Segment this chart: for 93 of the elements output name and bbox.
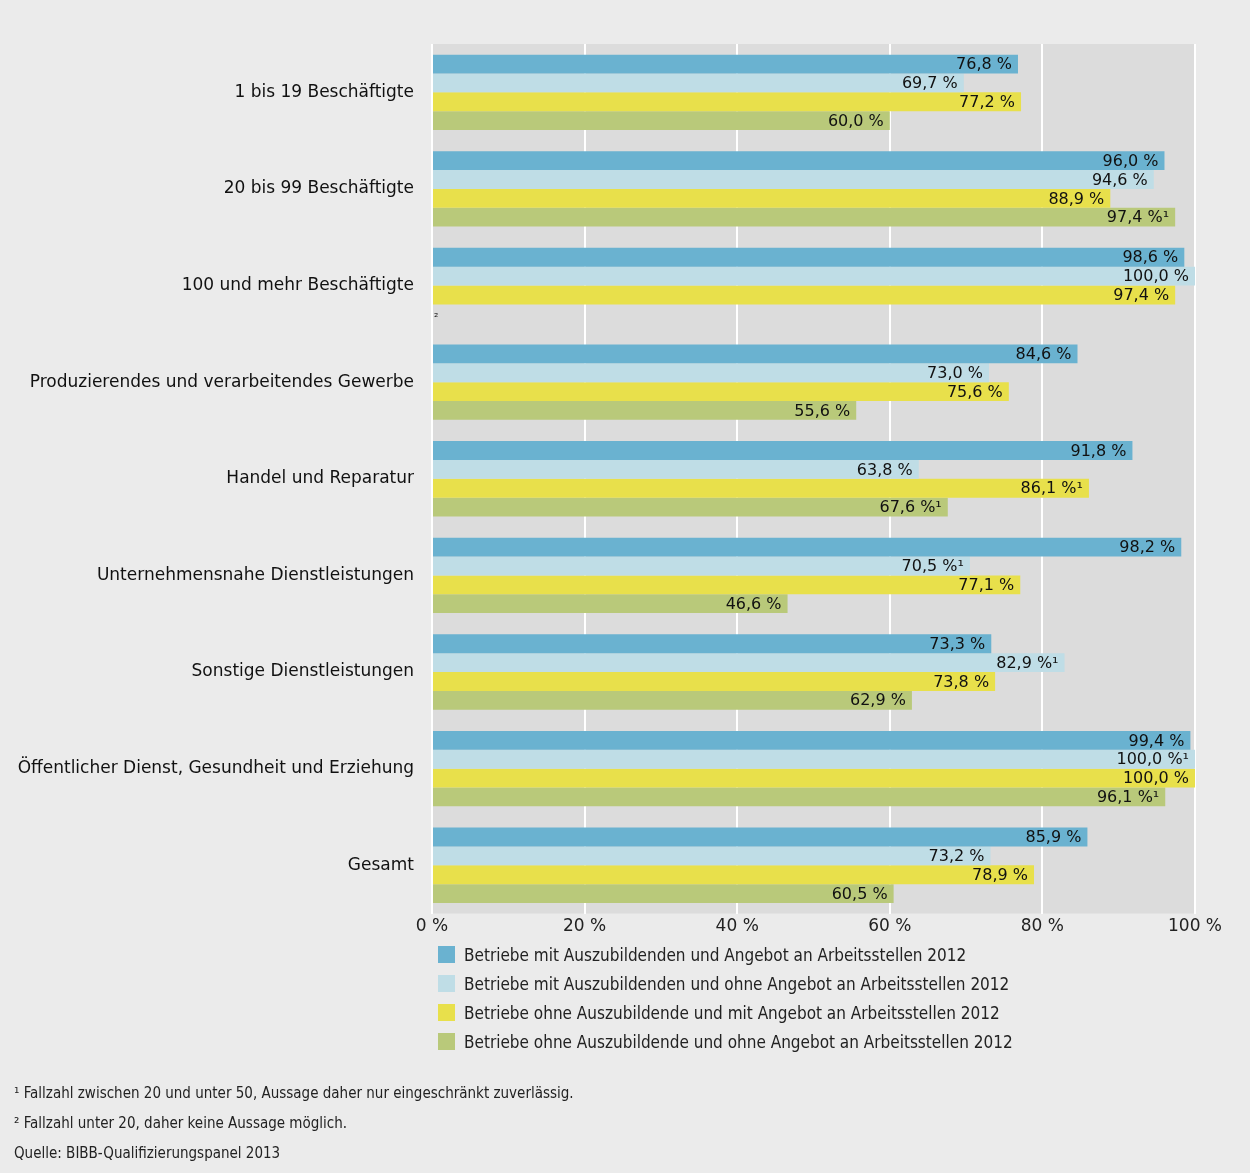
data-label: 73,8 % bbox=[933, 671, 990, 691]
bar bbox=[433, 594, 788, 614]
x-tick-label: 0 % bbox=[415, 915, 449, 936]
y-tick-label: Unternehmensnahe Dienstleistungen bbox=[96, 563, 414, 584]
bar bbox=[433, 207, 1176, 227]
data-label: 94,6 % bbox=[1091, 169, 1148, 189]
data-label: 63,8 % bbox=[856, 459, 913, 479]
y-tick-label: Handel und Reparatur bbox=[226, 467, 414, 488]
bar bbox=[433, 73, 964, 93]
y-tick-label: Öffentlicher Dienst, Gesundheit und Erziehung bbox=[17, 756, 414, 778]
data-label: 88,9 % bbox=[1048, 188, 1105, 208]
source-note: Quelle: BIBB-Qualifizierungspanel 2013 bbox=[14, 1143, 282, 1164]
bar bbox=[433, 441, 1133, 460]
bar bbox=[433, 884, 894, 903]
data-label: 82,9 %¹ bbox=[996, 652, 1059, 672]
bar bbox=[433, 266, 1195, 286]
data-label: 98,2 % bbox=[1119, 537, 1176, 557]
data-label: 77,2 % bbox=[959, 91, 1016, 111]
bar bbox=[433, 556, 970, 576]
bar bbox=[433, 768, 1195, 788]
y-tick-label: 100 und mehr Beschäftigte bbox=[181, 273, 414, 294]
data-label: 84,6 % bbox=[1015, 344, 1072, 364]
legend-label: Betriebe mit Auszubildenden und ohne Angebot an Arbeitsstellen 2012 bbox=[464, 973, 1010, 994]
y-tick-label: Produzierendes und verarbeitendes Gewerbe bbox=[29, 370, 414, 391]
y-tick-label: Sonstige Dienstleistungen bbox=[191, 660, 414, 681]
bar bbox=[433, 672, 996, 691]
bar bbox=[433, 363, 989, 383]
bar bbox=[433, 787, 1166, 807]
text: ² bbox=[434, 310, 439, 324]
data-label: 86,1 %¹ bbox=[1020, 478, 1083, 498]
y-tick-label: Gesamt bbox=[347, 853, 415, 874]
data-label: 91,8 % bbox=[1070, 440, 1127, 460]
data-label: 73,0 % bbox=[927, 362, 983, 382]
x-tick-label: 100 % bbox=[1167, 915, 1223, 936]
bar bbox=[433, 111, 890, 130]
y-tick-label: 20 bis 99 Beschäftigte bbox=[223, 177, 414, 198]
bar bbox=[433, 459, 919, 479]
data-label: 100,0 %¹ bbox=[1116, 749, 1189, 769]
bar bbox=[433, 537, 1182, 557]
x-tick-label: 20 % bbox=[563, 915, 607, 936]
x-tick-label: 60 % bbox=[868, 915, 912, 936]
data-label: 97,4 %¹ bbox=[1106, 207, 1170, 227]
legend-label: Betriebe mit Auszubildenden und Angebot an Arbeitsstellen 2012 bbox=[464, 944, 967, 965]
bar bbox=[433, 653, 1065, 673]
bar bbox=[433, 865, 1035, 885]
data-label: 73,3 % bbox=[929, 633, 986, 653]
data-label: 60,5 % bbox=[831, 883, 888, 903]
bar bbox=[433, 170, 1154, 189]
bar bbox=[433, 151, 1165, 171]
data-label: 85,9 % bbox=[1025, 827, 1082, 847]
text: ² Fallzahl unter 20, daher keine Aussage möglich. bbox=[14, 1113, 349, 1134]
bar bbox=[433, 690, 912, 710]
bar bbox=[433, 575, 1021, 595]
text: ¹ Fallzahl zwischen 20 und unter 50, Aussage daher nur eingeschränkt zuverlässig. bbox=[14, 1083, 575, 1104]
bar bbox=[433, 827, 1088, 847]
bar bbox=[433, 401, 857, 420]
data-label: 70,5 %¹ bbox=[901, 556, 964, 576]
data-label: 100,0 % bbox=[1122, 768, 1189, 788]
data-label: 46,6 % bbox=[725, 593, 782, 613]
data-label: 77,1 % bbox=[958, 575, 1015, 594]
data-label: 99,4 % bbox=[1128, 730, 1185, 750]
bar bbox=[433, 92, 1022, 112]
data-label: 76,8 % bbox=[956, 54, 1012, 74]
bar bbox=[433, 846, 991, 866]
data-label: 60,0 % bbox=[827, 110, 884, 130]
data-label: 73,2 % bbox=[928, 846, 985, 866]
data-label: 97,4 % bbox=[1113, 285, 1170, 305]
bar bbox=[433, 382, 1009, 402]
bar bbox=[433, 730, 1191, 750]
data-label: 69,7 % bbox=[901, 73, 958, 93]
data-label: 96,0 % bbox=[1102, 150, 1159, 170]
bar bbox=[433, 497, 948, 517]
bar bbox=[433, 285, 1176, 305]
data-label: 75,6 % bbox=[946, 381, 1003, 401]
bar bbox=[433, 478, 1089, 498]
bar bbox=[433, 247, 1185, 267]
bar bbox=[433, 749, 1195, 769]
legend-label: Betriebe ohne Auszubildende und ohne Angebot an Arbeitsstellen 2012 bbox=[464, 1031, 1013, 1052]
y-tick-label: 1 bis 19 Beschäftigte bbox=[234, 80, 414, 101]
legend-label: Betriebe ohne Auszubildende und mit Angebot an Arbeitsstellen 2012 bbox=[464, 1002, 1000, 1023]
data-label: 96,1 %¹ bbox=[1096, 787, 1160, 807]
data-label: 98,6 % bbox=[1122, 247, 1179, 267]
x-tick-label: 40 % bbox=[715, 915, 759, 936]
data-label: 62,9 % bbox=[850, 690, 906, 710]
data-label: 55,6 % bbox=[794, 400, 851, 420]
data-label: 100,0 % bbox=[1122, 266, 1189, 286]
x-tick-label: 80 % bbox=[1020, 915, 1064, 936]
bar bbox=[433, 344, 1078, 364]
data-label: 67,6 %¹ bbox=[879, 497, 942, 517]
data-label: 78,9 % bbox=[972, 864, 1029, 884]
bar bbox=[433, 188, 1111, 208]
bar bbox=[433, 634, 992, 654]
bar bbox=[433, 54, 1018, 74]
